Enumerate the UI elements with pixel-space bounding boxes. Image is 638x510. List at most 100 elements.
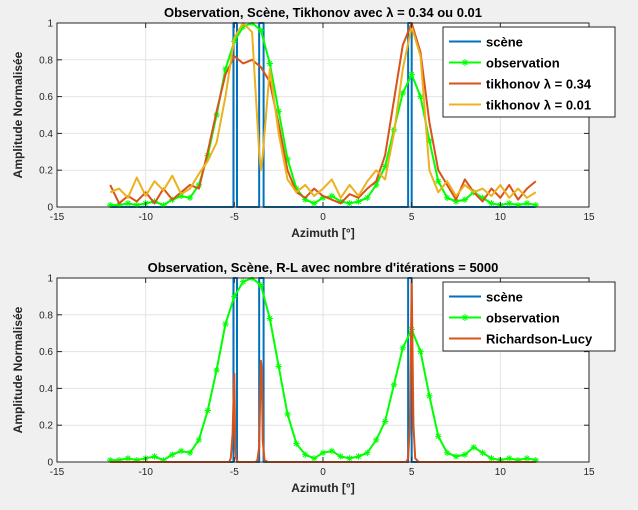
y-tick-label: 0.4	[39, 129, 53, 140]
chart-title: Observation, Scène, R-L avec nombre d'it…	[148, 260, 499, 275]
legend-label: tikhonov λ = 0.01	[486, 98, 591, 113]
legend-label: tikhonov λ = 0.34	[486, 77, 592, 92]
series-point	[186, 449, 194, 456]
series-point	[257, 27, 265, 34]
series-point	[390, 381, 398, 388]
series-point	[115, 201, 123, 208]
x-tick-label: -15	[50, 467, 65, 478]
series-point	[240, 23, 247, 30]
series-point	[514, 201, 522, 208]
series-point	[124, 200, 132, 207]
series-point	[177, 192, 185, 200]
y-tick-label: 0.6	[39, 347, 53, 358]
series-point	[266, 315, 273, 322]
series-point	[115, 456, 123, 463]
series-point	[107, 201, 114, 208]
x-tick-label: 0	[320, 212, 326, 223]
series-line-3	[110, 280, 536, 463]
series-point	[488, 200, 495, 207]
series-point	[461, 196, 469, 203]
series-point	[310, 200, 318, 207]
series-point	[373, 181, 380, 189]
series-point	[328, 192, 336, 200]
series-point	[177, 447, 185, 455]
series-line-4	[109, 22, 537, 199]
x-tick-label: -10	[138, 212, 153, 223]
series-point	[532, 201, 539, 208]
y-tick-label: 1	[47, 19, 53, 30]
y-axis-label: Amplitude Normalisée	[11, 306, 25, 433]
x-tick-label: 15	[583, 212, 595, 223]
y-tick-label: 0.2	[39, 166, 53, 177]
x-tick-label: 15	[583, 467, 595, 478]
series-point	[337, 453, 344, 460]
legend-marker	[461, 59, 469, 66]
series-point	[222, 320, 229, 328]
series-point	[452, 198, 460, 205]
series-point	[346, 455, 353, 462]
series-point	[293, 440, 300, 447]
series-point	[302, 196, 309, 203]
chart-title: Observation, Scène, Tikhonov avec λ = 0.…	[164, 5, 482, 20]
series-point	[186, 194, 194, 201]
series-point	[399, 344, 406, 352]
series-point	[160, 201, 167, 208]
series-point	[284, 155, 291, 163]
series-point	[319, 194, 327, 201]
x-tick-label: -5	[230, 212, 239, 223]
series-point	[443, 194, 451, 201]
series-point	[266, 60, 273, 67]
series-point	[107, 456, 114, 463]
series-point	[381, 163, 389, 170]
x-tick-label: 5	[409, 212, 415, 223]
y-tick-label: 0.4	[39, 384, 53, 395]
y-tick-label: 1	[47, 274, 53, 285]
series-point	[355, 453, 362, 460]
series-point	[124, 455, 132, 462]
x-tick-label: 10	[495, 467, 507, 478]
series-point	[435, 178, 442, 185]
series-point	[426, 392, 433, 399]
series-point	[328, 447, 336, 455]
series-point	[169, 451, 176, 458]
series-point	[470, 444, 477, 451]
series-point	[240, 278, 247, 285]
series-point	[417, 93, 424, 100]
legend-label: scène	[486, 290, 523, 305]
series-point	[523, 455, 531, 462]
series-point	[417, 348, 424, 355]
series-point	[346, 200, 353, 207]
series-point	[284, 410, 291, 418]
series-point	[506, 200, 513, 207]
series-point	[222, 65, 229, 73]
y-tick-label: 0	[47, 458, 53, 469]
series-point	[532, 456, 539, 463]
series-point	[399, 89, 406, 97]
series-point	[160, 456, 167, 463]
series-point	[302, 451, 309, 458]
series-point	[355, 198, 362, 205]
x-tick-label: -5	[230, 467, 239, 478]
series-point	[488, 455, 495, 462]
legend-label: observation	[486, 311, 560, 326]
x-tick-label: 0	[320, 467, 326, 478]
series-point	[319, 449, 327, 456]
series-point	[310, 455, 318, 462]
series-point	[133, 456, 140, 463]
series-point	[257, 282, 265, 289]
y-axis-label: Amplitude Normalisée	[11, 51, 25, 178]
y-tick-label: 0.8	[39, 310, 53, 321]
series-point	[364, 449, 371, 456]
series-point	[373, 436, 380, 444]
y-tick-label: 0	[47, 203, 53, 214]
series-point	[443, 449, 451, 456]
series-point	[275, 363, 282, 370]
series-point	[452, 453, 460, 460]
x-tick-label: 10	[495, 212, 507, 223]
y-tick-label: 0.6	[39, 92, 53, 103]
series-point	[461, 451, 469, 458]
series-point	[506, 455, 513, 462]
series-point	[381, 418, 389, 425]
legend-marker	[461, 314, 469, 321]
series-point	[479, 449, 486, 456]
